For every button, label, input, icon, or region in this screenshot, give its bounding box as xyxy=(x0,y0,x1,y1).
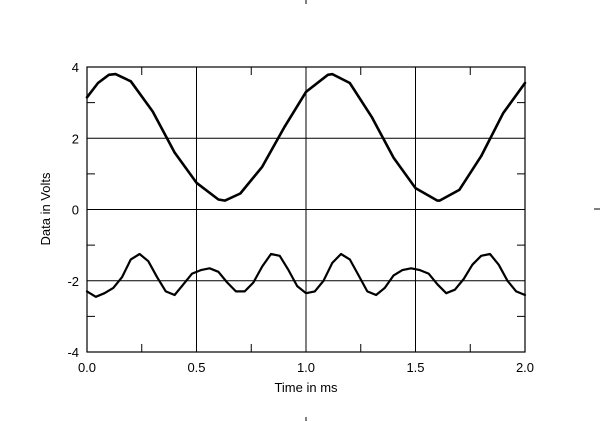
y-axis-title: Data in Volts xyxy=(38,172,53,245)
plot-frame xyxy=(86,66,526,353)
y-tick-label: 4 xyxy=(72,60,79,75)
x-axis-title: Time in ms xyxy=(274,380,338,395)
x-tick-label: 1.0 xyxy=(297,360,315,375)
x-tick-label: 0.5 xyxy=(187,360,205,375)
series-layer xyxy=(85,72,527,298)
x-tick-label: 1.5 xyxy=(406,360,424,375)
x-tick-label: 2.0 xyxy=(516,360,534,375)
series-line-1 xyxy=(85,72,527,202)
y-tick-label: -4 xyxy=(67,345,79,360)
y-tick-label: -2 xyxy=(67,274,79,289)
y-tick-label: 2 xyxy=(72,131,79,146)
series-line-2 xyxy=(85,252,527,298)
y-tick-label: 0 xyxy=(72,203,79,218)
x-tick-label: 0.0 xyxy=(78,360,96,375)
tick-labels: 0.0 0.5 1.0 1.5 2.0 4 2 0 -2 -4 xyxy=(67,60,534,375)
